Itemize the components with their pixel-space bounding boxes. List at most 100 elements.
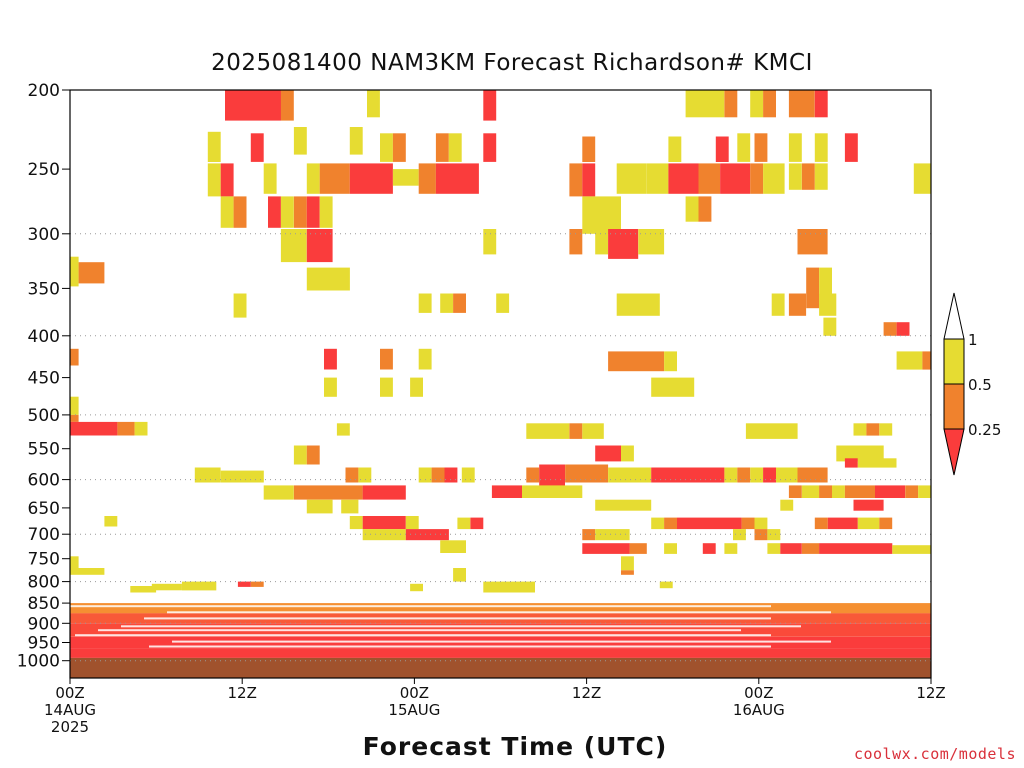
legend-bin [943,383,965,430]
cell-ri-below-0p25 [763,467,776,483]
cell-ri-0p5-1 [801,485,820,498]
cell-ri-0p25-0p5 [250,581,264,587]
cell-ri-0p5-1 [737,133,751,162]
cell-ri-below-0p25 [896,322,910,336]
cell-ri-below-0p25 [827,517,858,530]
cell-ri-0p5-1 [306,499,333,514]
cell-ri-0p5-1 [750,90,764,118]
cell-ri-0p25-0p5 [698,196,712,222]
y-tick-label: 600 [28,471,60,491]
cell-ri-below-0p25 [324,348,337,370]
cell-ri-0p5-1 [685,90,725,118]
cell-ri-below-0p25 [720,163,751,194]
cell-ri-0p5-1 [659,581,673,589]
cell-ri-0p5-1 [461,467,475,483]
cell-ri-0p5-1 [685,196,699,222]
cell-ri-0p5-1 [341,499,359,514]
cell-ri-0p5-1 [767,543,781,554]
cell-ri-0p5-1 [280,229,307,263]
cell-ri-below-0p25 [70,421,118,436]
cell-ri-0p25-0p5 [78,262,105,284]
band-streak [144,617,771,620]
cell-ri-0p25-0p5 [801,163,815,190]
cell-ri-0p5-1 [733,529,746,541]
cell-ri-0p25-0p5 [70,348,79,366]
y-tick-label: 500 [28,406,60,426]
cell-ri-0p25-0p5 [741,517,755,530]
cell-ri-0p5-1 [582,196,621,234]
cell-ri-0p25-0p5 [569,423,583,439]
x-tick-label: 00Z [55,684,84,702]
legend-label: 0.5 [968,376,992,394]
cell-ri-below-0p25 [608,229,639,259]
x-tick-label: 2025 [51,718,89,736]
cell-ri-0p5-1 [616,293,660,316]
cell-ri-0p5-1 [823,317,837,336]
cell-ri-0p25-0p5 [293,485,363,500]
cell-ri-0p5-1 [306,267,350,291]
x-tick-label: 00Z [744,684,773,702]
cell-ri-0p5-1 [367,90,380,118]
cell-ri-0p5-1 [194,467,221,483]
cell-ri-0p5-1 [306,163,320,194]
cell-ri-0p25-0p5 [306,445,320,465]
cell-ri-0p5-1 [526,423,570,439]
cell-ri-0p5-1 [788,163,802,190]
cell-ri-0p5-1 [621,445,634,462]
cell-ri-below-0p25 [780,543,802,554]
cell-ri-0p5-1 [483,229,497,255]
cell-ri-0p25-0p5 [664,517,677,530]
cell-ri-0p25-0p5 [569,163,583,197]
cell-ri-0p25-0p5 [750,163,764,194]
cell-ri-0p5-1 [418,293,432,313]
cell-ri-0p25-0p5 [763,90,776,118]
cell-ri-0p5-1 [392,169,419,186]
cell-ri-below-0p25 [875,485,906,498]
legend-label: 0.25 [968,421,1001,439]
cell-ri-0p5-1 [233,293,247,318]
y-tick-label: 1000 [17,652,60,672]
y-tick-label: 400 [28,327,60,347]
cell-ri-below-0p25 [435,163,479,194]
cell-ri-0p5-1 [440,540,466,553]
cell-ri-below-0p25 [250,133,264,162]
cell-ri-0p5-1 [496,293,510,313]
cell-ri-0p25-0p5 [797,467,828,483]
cell-ri-0p25-0p5 [345,467,359,483]
cell-ri-below-0p25 [362,485,406,500]
cell-ri-0p25-0p5 [879,517,893,530]
cell-ri-0p25-0p5 [582,529,596,541]
cell-ri-0p5-1 [621,556,634,571]
cell-ri-0p25-0p5 [621,570,634,575]
cell-ri-0p5-1 [780,499,794,511]
x-tick-label: 12Z [228,684,257,702]
cell-ri-0p25-0p5 [319,163,350,194]
band-streak [70,605,771,608]
y-tick-label: 450 [28,369,60,389]
cell-ri-0p5-1 [771,293,785,316]
cell-ri-0p25-0p5 [797,229,828,255]
cell-ri-0p5-1 [664,543,677,554]
cell-ri-0p5-1 [293,445,307,465]
cell-ri-below-0p25 [349,163,393,194]
cell-ri-below-0p25 [582,163,596,197]
cell-ri-0p5-1 [651,517,665,530]
cell-ri-0p25-0p5 [806,267,820,309]
cell-ri-below-0p25 [844,133,858,162]
cell-ri-0p5-1 [453,568,466,582]
cell-ri-0p5-1 [457,517,471,530]
cell-ri-0p25-0p5 [788,485,802,498]
y-tick-label: 850 [28,594,60,614]
cell-ri-0p25-0p5 [724,90,738,118]
cell-ri-0p25-0p5 [737,467,751,483]
cell-ri-0p5-1 [362,529,406,541]
cell-ri-below-0p25 [539,464,565,486]
legend-arrow-bottom [943,428,965,476]
cell-ri-0p5-1 [814,163,828,190]
cell-ri-below-0p25 [677,517,742,530]
band-streak [149,645,771,648]
cell-ri-0p25-0p5 [788,90,815,118]
cell-ri-below-0p25 [853,499,884,511]
cell-ri-0p25-0p5 [608,351,665,372]
cell-ri-below-0p25 [470,517,484,530]
